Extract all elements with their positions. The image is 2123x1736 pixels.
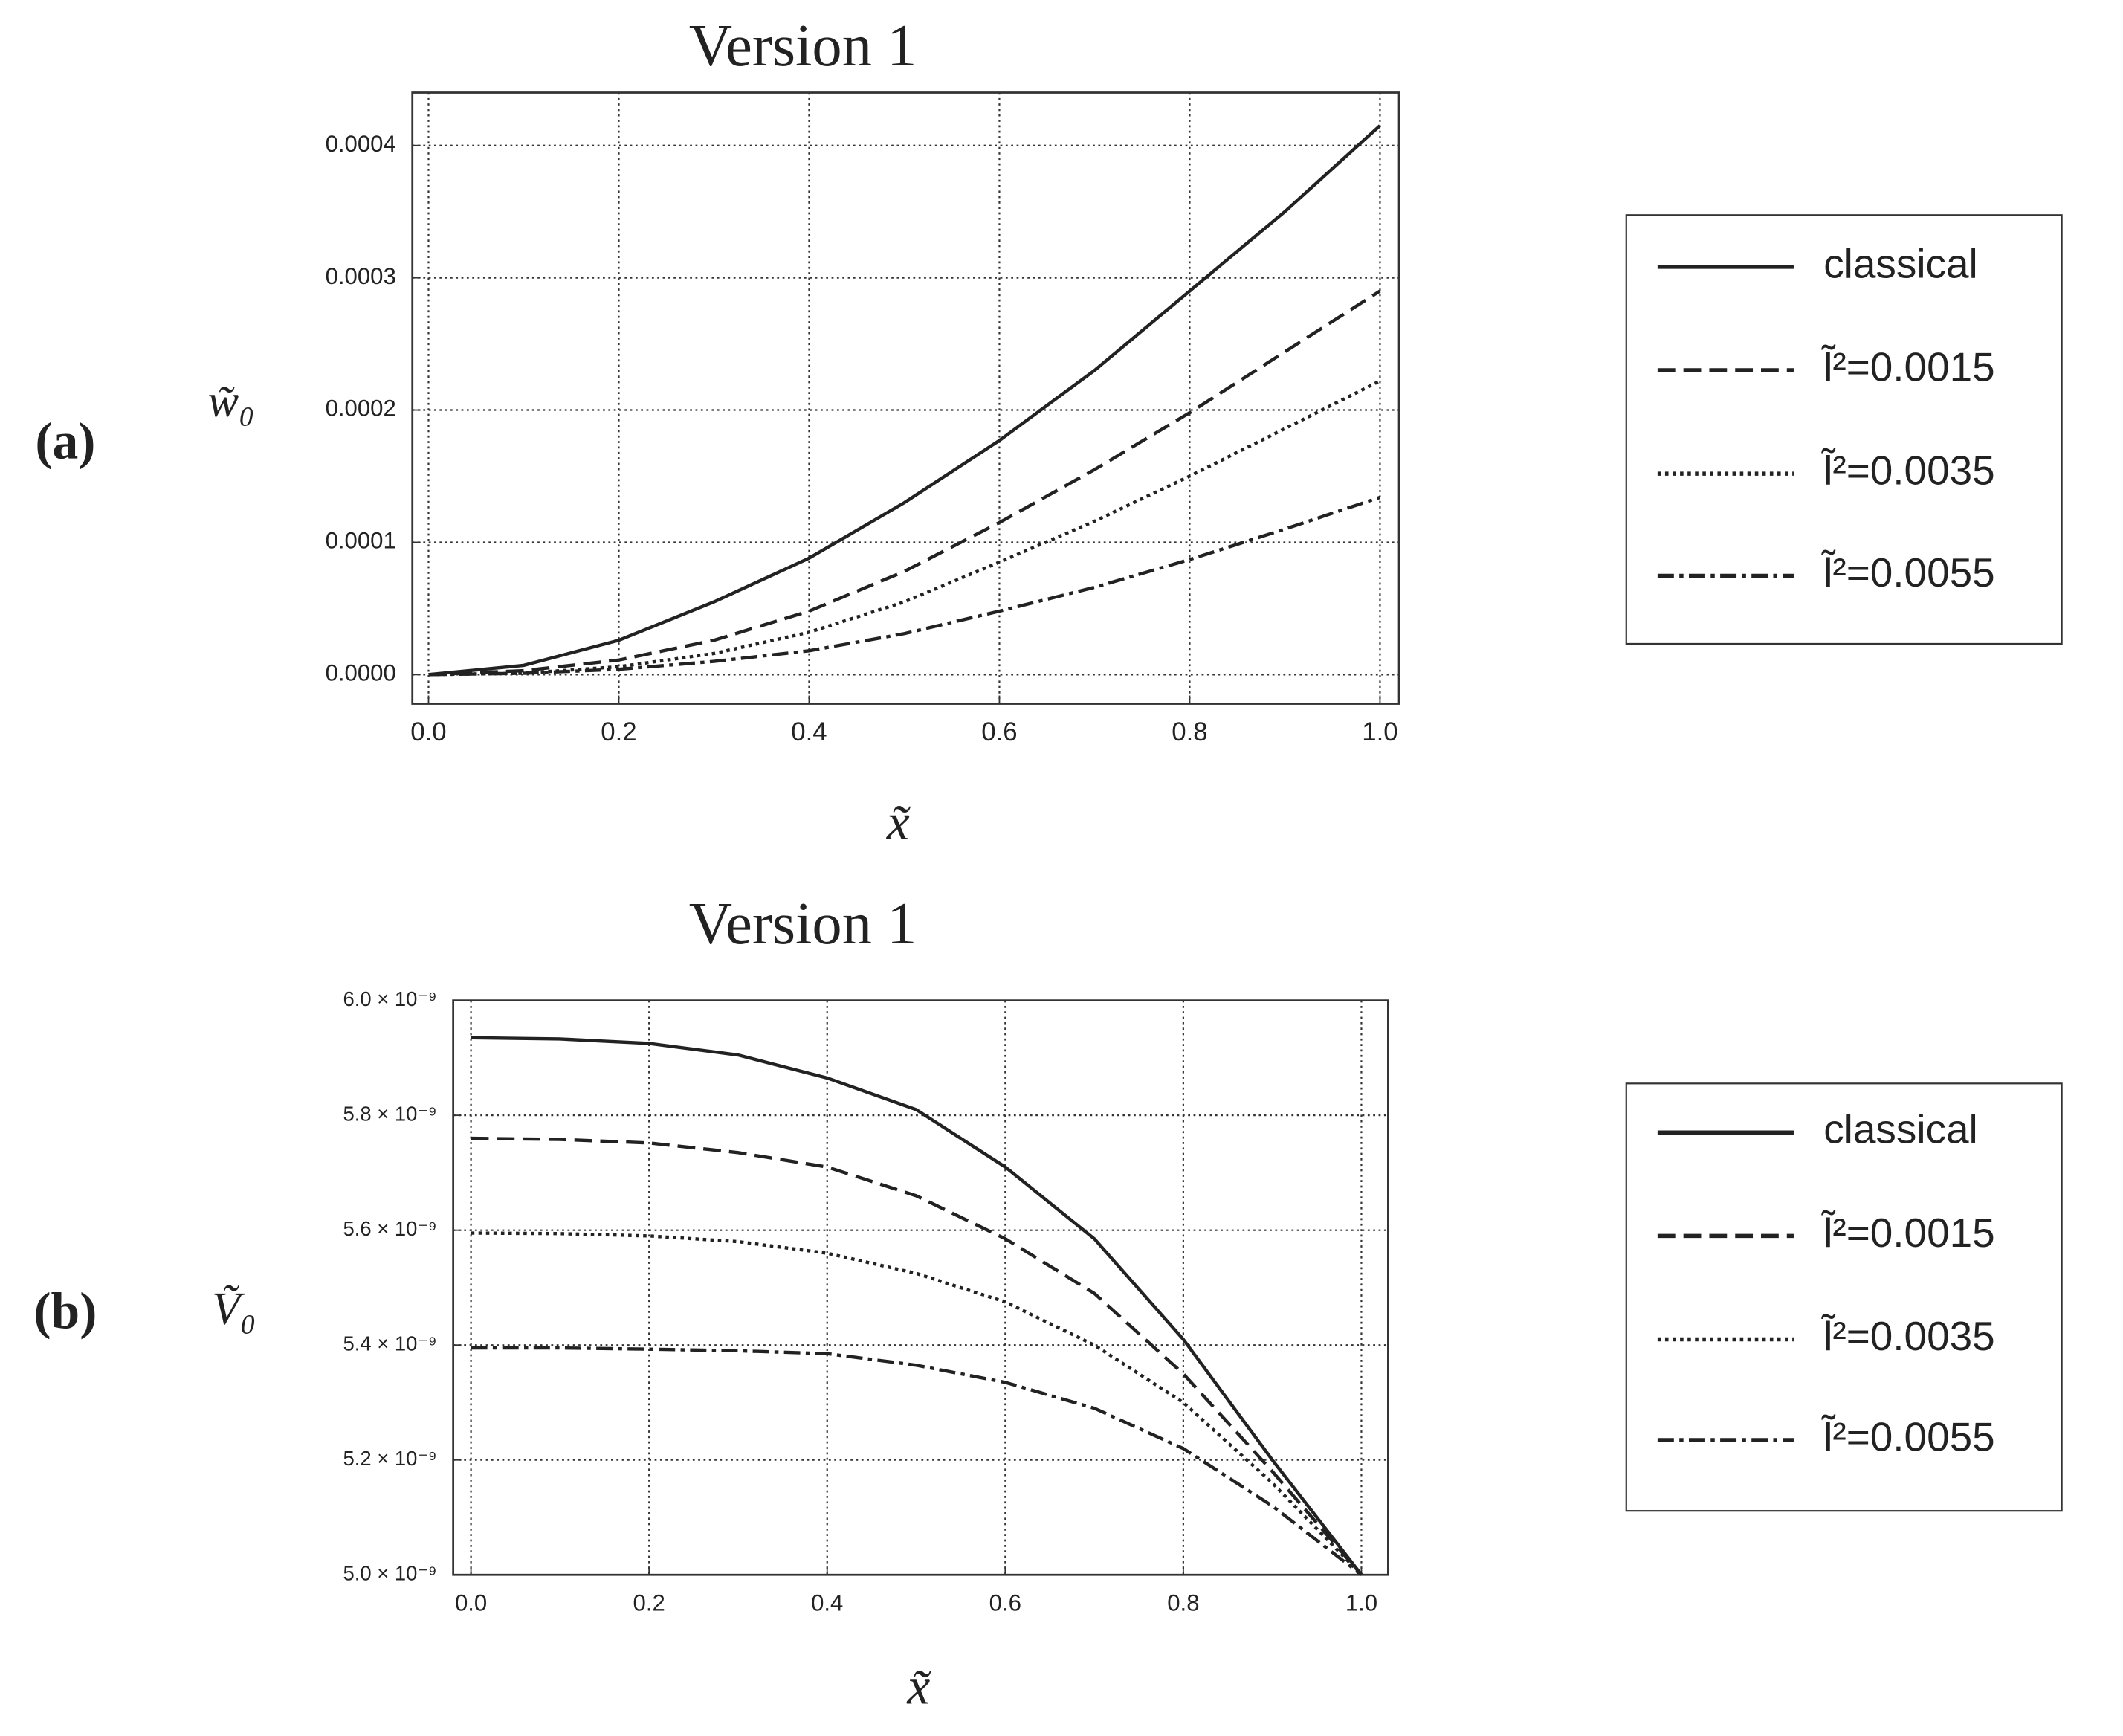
x-tick-label: 0.4 (791, 718, 827, 746)
y-tick-label: 0.0003 (326, 263, 396, 289)
x-tick-label: 0.6 (989, 1590, 1021, 1616)
legend-box (1625, 1082, 2063, 1512)
x-tick-label: 0.8 (1167, 1590, 1199, 1616)
y-tick-label: 0.0001 (326, 528, 396, 554)
x-tick-label: 0.6 (981, 718, 1017, 746)
x-tick-label: 1.0 (1362, 718, 1397, 746)
y-axis-label: Ṽ₀ (212, 1284, 256, 1335)
x-tick-label: 0.0 (410, 718, 446, 746)
x-tick-label: 0.0 (455, 1590, 487, 1616)
legend-label: l̃²=0.0015 (1821, 1209, 1995, 1256)
legend-label: l̃²=0.0055 (1821, 549, 1995, 596)
chart-title: Version 1 (689, 891, 917, 957)
legend-label: l̃²=0.0015 (1821, 343, 1995, 390)
data-line (428, 124, 1381, 677)
legend-label: l̃²=0.0055 (1821, 1413, 1995, 1459)
x-axis-label: x̃ (886, 794, 911, 851)
data-line (428, 495, 1381, 677)
y-tick-label: 5.0 × 10⁻⁹ (343, 1561, 436, 1584)
legend-box (1625, 214, 2063, 645)
plot-frame (452, 999, 1389, 1576)
x-tick-label: 0.8 (1172, 718, 1207, 746)
y-tick-label: 5.6 × 10⁻⁹ (343, 1217, 436, 1240)
y-tick-label: 5.4 × 10⁻⁹ (343, 1332, 436, 1355)
data-line (471, 1036, 1363, 1576)
data-line (428, 379, 1381, 677)
legend-label: classical (1823, 1106, 1977, 1152)
legend-label: l̃²=0.0035 (1821, 446, 1995, 493)
y-tick-label: 5.2 × 10⁻⁹ (343, 1447, 436, 1470)
data-line (428, 289, 1381, 677)
y-tick-label: 5.8 × 10⁻⁹ (343, 1102, 436, 1125)
panel-label: (b) (33, 1282, 97, 1340)
legend-label: classical (1823, 240, 1977, 286)
y-axis-label: w̃₀ (208, 376, 255, 427)
y-tick-label: 0.0004 (326, 131, 396, 157)
data-line (471, 1231, 1363, 1576)
y-tick-label: 0.0000 (326, 660, 396, 686)
chart-title: Version 1 (689, 13, 917, 79)
data-line (471, 1346, 1363, 1576)
x-axis-label: x̃ (906, 1659, 931, 1716)
panel-label: (a) (35, 413, 95, 470)
x-tick-label: 0.4 (811, 1590, 843, 1616)
legend-label: l̃²=0.0035 (1821, 1312, 1995, 1359)
x-tick-label: 0.2 (633, 1590, 665, 1616)
x-tick-label: 0.2 (601, 718, 636, 746)
plot-frame (411, 91, 1400, 705)
x-tick-label: 1.0 (1345, 1590, 1377, 1616)
data-line (471, 1136, 1363, 1576)
y-tick-label: 6.0 × 10⁻⁹ (343, 987, 436, 1010)
y-tick-label: 0.0002 (326, 396, 396, 422)
